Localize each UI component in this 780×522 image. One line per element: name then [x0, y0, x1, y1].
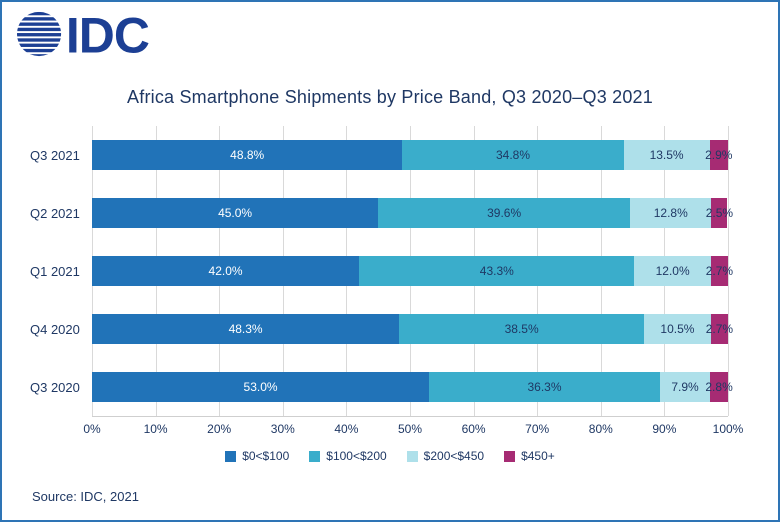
value-label: 38.5%	[504, 322, 539, 336]
source-note: Source: IDC, 2021	[32, 489, 139, 504]
bar-row: Q2 2021 45.0% 39.6% 12.8% 2.5%	[22, 184, 758, 242]
bar-segment: 39.6%	[378, 198, 631, 228]
bar-segment: 48.3%	[92, 314, 400, 344]
legend-swatch-icon	[225, 450, 237, 462]
bar-segment: 2.5%	[706, 198, 733, 228]
chart-title: Africa Smartphone Shipments by Price Ban…	[127, 87, 653, 107]
legend-label: $200<$450	[423, 449, 485, 463]
value-label: 2.7%	[705, 264, 734, 278]
value-label: 34.8%	[496, 148, 531, 162]
value-label: 45.0%	[218, 206, 253, 220]
bar-segment: 36.3%	[429, 372, 660, 402]
bar-segment: 48.8%	[92, 140, 403, 170]
bar-segment: 7.9%	[659, 372, 711, 402]
stacked-bar: 48.8% 34.8% 13.5% 2.9%	[92, 140, 732, 170]
legend-item: $100<$200	[309, 449, 387, 463]
legend-item: $450+	[504, 449, 555, 463]
bar-segment: 2.9%	[705, 140, 732, 170]
legend-swatch-icon	[406, 450, 418, 462]
stacked-bar: 45.0% 39.6% 12.8% 2.5%	[92, 198, 733, 228]
x-tick-label: 30%	[270, 422, 295, 436]
bar-row: Q3 2021 48.8% 34.8% 13.5% 2.9%	[22, 126, 758, 184]
value-label: 2.9%	[705, 148, 733, 162]
bar-row: Q1 2021 42.0% 43.3% 12.0% 2.7%	[22, 242, 758, 300]
legend-item: $0<$100	[225, 449, 289, 463]
x-axis: 0% 10% 20% 30% 40% 50% 60% 70% 80% 90% 100%	[83, 422, 743, 440]
x-tick-label: 70%	[525, 422, 550, 436]
bar-segment: 42.0%	[92, 256, 360, 286]
bar-segment: 38.5%	[399, 314, 645, 344]
category-label: Q3 2020	[30, 379, 80, 395]
bar-segment: 12.8%	[630, 198, 712, 228]
value-label: 12.8%	[653, 206, 688, 220]
bar-segment: 12.0%	[634, 256, 711, 286]
category-label: Q2 2021	[30, 205, 80, 221]
x-tick-label: 80%	[588, 422, 613, 436]
value-label: 2.5%	[705, 206, 734, 220]
stacked-bar: 48.3% 38.5% 10.5% 2.7%	[92, 314, 733, 344]
value-label: 10.5%	[660, 322, 695, 336]
legend-label: $450+	[521, 449, 555, 463]
chart-legend: $0<$100 $100<$200 $200<$450 $450+	[2, 449, 778, 463]
value-label: 2.8%	[705, 380, 733, 394]
value-label: 48.3%	[228, 322, 263, 336]
idc-logo-text: IDC	[66, 10, 149, 58]
x-tick-label: 60%	[461, 422, 486, 436]
category-label: Q1 2021	[30, 263, 80, 279]
value-label: 42.0%	[208, 264, 243, 278]
bar-segment: 2.7%	[706, 314, 733, 344]
bar-row: Q4 2020 48.3% 38.5% 10.5% 2.7%	[22, 300, 758, 358]
value-label: 36.3%	[527, 380, 562, 394]
x-tick-label: 50%	[397, 422, 423, 436]
bar-segment: 2.7%	[706, 256, 733, 286]
x-tick-label: 10%	[143, 422, 168, 436]
bar-segment: 45.0%	[92, 198, 379, 228]
legend-label: $0<$100	[242, 449, 290, 463]
value-label: 13.5%	[649, 148, 684, 162]
bar-segment: 10.5%	[644, 314, 711, 344]
x-tick-label: 100%	[712, 422, 744, 436]
x-tick-label: 40%	[334, 422, 359, 436]
stacked-bar: 42.0% 43.3% 12.0% 2.7%	[92, 256, 733, 286]
category-label: Q4 2020	[30, 321, 80, 337]
bar-segment: 2.8%	[705, 372, 733, 402]
chart-area: Q3 2021 48.8% 34.8% 13.5% 2.9% Q2 2021 4…	[22, 126, 758, 440]
idc-logo: IDC	[16, 7, 166, 63]
plot-area: Q3 2021 48.8% 34.8% 13.5% 2.9% Q2 2021 4…	[22, 126, 758, 417]
category-label: Q3 2021	[30, 147, 80, 163]
value-label: 53.0%	[243, 380, 278, 394]
x-tick-label: 0%	[83, 422, 101, 436]
bar-segment: 34.8%	[402, 140, 624, 170]
legend-swatch-icon	[309, 450, 321, 462]
value-label: 7.9%	[671, 380, 699, 394]
bar-segment: 43.3%	[359, 256, 635, 286]
idc-globe-icon: IDC	[16, 7, 150, 63]
x-tick-label: 90%	[652, 422, 677, 436]
bar-segment: 13.5%	[623, 140, 710, 170]
bar-row: Q3 2020 53.0% 36.3% 7.9% 2.8%	[22, 358, 758, 416]
legend-label: $100<$200	[326, 449, 387, 463]
value-label: 12.0%	[655, 264, 690, 278]
x-tick-label: 20%	[207, 422, 232, 436]
legend-swatch-icon	[504, 450, 516, 462]
value-label: 2.7%	[705, 322, 734, 336]
value-label: 43.3%	[479, 264, 514, 278]
legend-item: $200<$450	[406, 449, 485, 463]
bar-rows: Q3 2021 48.8% 34.8% 13.5% 2.9% Q2 2021 4…	[22, 126, 758, 416]
bar-segment: 53.0%	[92, 372, 430, 402]
stacked-bar: 53.0% 36.3% 7.9% 2.8%	[92, 372, 733, 402]
gridline	[728, 126, 729, 416]
value-label: 39.6%	[487, 206, 522, 220]
value-label: 48.8%	[230, 148, 265, 162]
